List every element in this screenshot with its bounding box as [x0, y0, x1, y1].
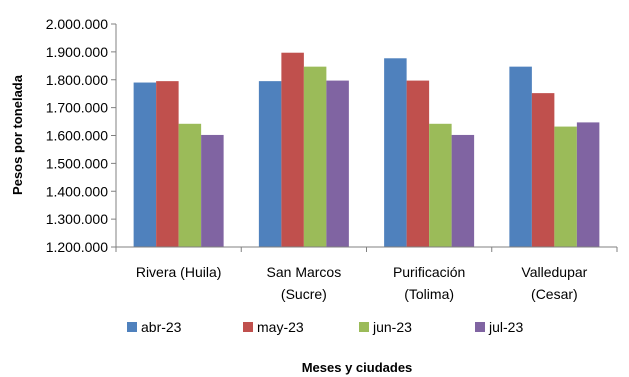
legend-label: jun-23 — [372, 319, 412, 335]
y-tick-label: 1.700.000 — [46, 100, 108, 116]
y-tick-label: 1.800.000 — [46, 72, 108, 88]
bar-jul-23-1 — [326, 80, 349, 248]
bar-jul-23-0 — [201, 134, 224, 247]
legend-swatch — [243, 322, 253, 332]
y-tick-label: 1.500.000 — [46, 155, 108, 171]
x-axis-categories: Rivera (Huila) San Marcos (Sucre) Purificac… — [136, 264, 588, 302]
y-tick-label: 1.600.000 — [46, 128, 108, 144]
y-tick-label: 1.200.000 — [46, 239, 108, 255]
y-tick-label: 1.300.000 — [46, 211, 108, 227]
category-label: Purificación — [393, 264, 465, 280]
bar-may-23-0 — [156, 81, 179, 247]
bar-jun-23-0 — [178, 123, 202, 247]
bar-abr-23-3 — [509, 66, 532, 248]
category-label: (Tolima) — [404, 286, 454, 302]
bar-may-23-2 — [406, 80, 430, 248]
y-tick-label: 1.400.000 — [46, 183, 108, 199]
category-label: Valledupar — [521, 264, 587, 280]
legend-label: may-23 — [257, 319, 304, 335]
bar-jun-23-2 — [429, 123, 452, 247]
y-axis-ticks: 1.200.000 1.300.000 1.400.000 1.500.000 1.60… — [46, 16, 116, 255]
bar-abr-23-2 — [384, 58, 407, 247]
bar-jul-23-2 — [451, 134, 475, 247]
bar-jul-23-3 — [576, 122, 600, 247]
legend-swatch — [127, 322, 137, 332]
y-tick-label: 2.000.000 — [46, 16, 108, 32]
category-label: San Marcos — [267, 264, 342, 280]
bar-may-23-3 — [531, 93, 555, 247]
legend-swatch — [475, 322, 485, 332]
bar-abr-23-1 — [258, 81, 282, 247]
bar-jun-23-3 — [554, 126, 577, 247]
legend: abr-23 may-23 jun-23 jul-23 — [127, 319, 523, 335]
legend-label: abr-23 — [141, 319, 182, 335]
x-axis-title: Meses y ciudades — [302, 360, 413, 375]
axes — [115, 24, 618, 252]
bar-may-23-1 — [281, 52, 304, 248]
bar-jun-23-1 — [303, 66, 327, 248]
category-label: (Sucre) — [281, 286, 327, 302]
bar-abr-23-0 — [133, 82, 157, 247]
y-axis-title: Pesos por tonelada — [10, 74, 25, 195]
legend-swatch — [359, 322, 369, 332]
legend-label: jul-23 — [488, 319, 523, 335]
bars — [133, 52, 600, 248]
category-label: (Cesar) — [531, 286, 578, 302]
y-tick-label: 1.900.000 — [46, 44, 108, 60]
category-label: Rivera (Huila) — [136, 264, 222, 280]
